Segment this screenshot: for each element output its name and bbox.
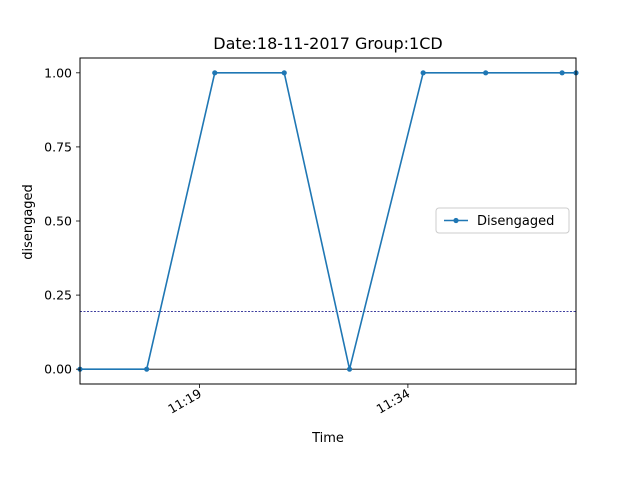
y-tick-label-0: 0.00 — [44, 362, 72, 377]
data-point-0-3 — [281, 70, 287, 76]
x-tick-label-1: 11:34 — [374, 386, 413, 417]
y-tick-label-2: 0.50 — [44, 214, 72, 229]
data-point-0-2 — [212, 70, 218, 76]
x-tick-label-0: 11:19 — [165, 386, 204, 417]
y-tick-label-4: 1.00 — [44, 65, 72, 80]
y-tick-label-1: 0.25 — [44, 288, 72, 303]
legend-entry-0: Disengaged — [477, 214, 554, 229]
data-point-0-4 — [346, 366, 353, 372]
plot-area: 0.00 0.25 0.50 0.75 1.00 11:19 11:34 — [44, 57, 579, 417]
data-point-0-1 — [144, 366, 150, 372]
legend: Disengaged — [435, 207, 570, 234]
data-point-0-6 — [483, 70, 489, 76]
x-axis-label: Time — [311, 431, 344, 446]
data-point-0-7 — [559, 70, 565, 76]
chart-title: Date:18-11-2017 Group:1CD — [213, 34, 442, 53]
data-point-0-5 — [420, 70, 426, 76]
legend-swatch-marker-0 — [453, 217, 459, 224]
y-axis-label: disengaged — [21, 184, 36, 260]
legend-box — [435, 207, 570, 234]
y-tick-label-3: 0.75 — [44, 139, 72, 154]
